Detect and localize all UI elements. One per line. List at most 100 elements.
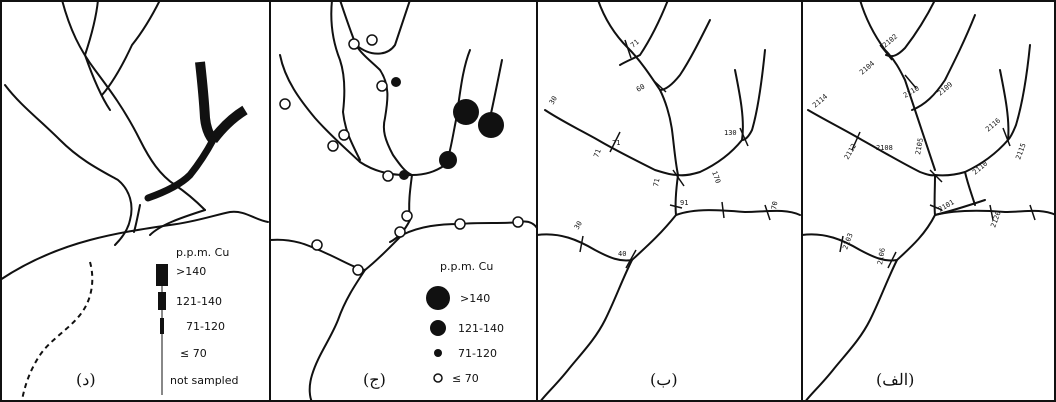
panel-j-circle	[352, 264, 364, 276]
panel-d-legend-item-1: >140	[176, 265, 206, 278]
panel-b: 71 60 30 71 130 170 71 71 91 70 30 40 (ب…	[536, 0, 801, 402]
panel-j-circle	[453, 99, 479, 125]
panel-alef: 2102 2104 2110 2109 2114 2116 2108 2115 …	[801, 0, 1056, 402]
panel-alef-label: 2110	[971, 160, 989, 177]
panel-d-river	[0, 210, 269, 281]
panel-alef-label: 2114	[811, 93, 829, 110]
panel-d-anomaly	[144, 136, 217, 202]
panel-d-legend-sym-2	[158, 292, 166, 310]
panel-j-legend-title: p.p.m. Cu	[440, 260, 493, 273]
panel-j-river	[489, 59, 503, 119]
panel-alef-river	[934, 69, 1010, 177]
panel-j-circle	[348, 38, 360, 50]
panel-j-legend-sym-3	[434, 349, 442, 357]
panel-alef-river	[964, 171, 976, 206]
panel-b-value: 70	[770, 201, 779, 211]
panel-b-value: 71	[652, 178, 661, 188]
panel-d-not-sampled-label: not sampled	[170, 374, 239, 387]
panel-j-circle	[512, 216, 524, 228]
panel-alef-letter: (الف)	[876, 370, 914, 389]
panel-alef-label: 2106	[876, 247, 887, 265]
panel-j-legend-item-2: 121-140	[458, 322, 504, 335]
panel-j-circle	[327, 140, 339, 152]
panel-b-value: 170	[710, 170, 722, 185]
panel-j-river	[355, 0, 411, 55]
panel-d-letter: (د)	[76, 370, 96, 389]
panel-b-value: 30	[548, 95, 559, 106]
panel-j-circle	[478, 112, 504, 138]
panel-j-circle	[394, 226, 406, 238]
panel-alef-river	[885, 0, 936, 58]
panel-j-legend-item-3: 71-120	[458, 347, 497, 360]
panel-b-value: 60	[635, 83, 646, 94]
panel-d-not-sampled-stream	[21, 261, 94, 401]
panel-alef-label: 2103	[841, 232, 854, 251]
panel-j-legend-sym-2	[430, 320, 446, 336]
panel-alef-river	[1007, 44, 1031, 141]
panel-j-circle	[391, 77, 401, 87]
panel-j-river	[411, 49, 471, 176]
panel-alef-label: 2108	[876, 144, 893, 152]
panel-d: p.p.m. Cu >140 121-140 71-120 ≤ 70 not s…	[0, 0, 269, 401]
panel-alef-label: 2104	[858, 60, 876, 77]
panel-b-value: 71	[592, 148, 602, 159]
panel-b-river	[677, 69, 744, 177]
panel-alef-river	[804, 259, 898, 402]
panel-b-value: 130	[724, 129, 737, 137]
panel-alef-river	[801, 209, 1056, 262]
panel-d-river	[101, 0, 161, 96]
panel-j-letter: (ج)	[363, 370, 386, 389]
panel-d-legend-item-3: 71-120	[186, 320, 225, 333]
panel-j-circle	[401, 210, 413, 222]
panel-b-river	[659, 19, 711, 91]
panel-d-legend-sym-3	[160, 318, 164, 334]
panel-d-river	[84, 0, 111, 111]
panel-b-value: 40	[618, 250, 626, 258]
panel-b-river	[674, 174, 679, 216]
panel-b-ticks	[579, 39, 771, 269]
panel-d-legend-item-4: ≤ 70	[180, 347, 207, 360]
panel-b-value: 30	[573, 220, 584, 231]
panel-j-legend-item-4: ≤ 70	[452, 372, 479, 385]
panel-d-anomaly	[209, 105, 248, 144]
panel-j-circle	[366, 34, 378, 46]
panel-b-river	[619, 0, 669, 66]
panel-alef-label: 2105	[914, 137, 925, 155]
panel-b-river	[544, 109, 679, 176]
panel-d-river	[149, 209, 206, 236]
panel-j-circle	[454, 218, 466, 230]
panel-j-circle	[382, 170, 394, 182]
panel-j-river	[308, 269, 366, 402]
panel-d-legend-sym-1	[156, 264, 168, 286]
panel-b-river	[539, 259, 633, 402]
panel-alef-label: 2112	[843, 142, 858, 161]
panel-j-circle	[399, 170, 409, 180]
panel-b-river	[536, 209, 801, 262]
panel-alef-ticks	[839, 44, 1036, 269]
panel-alef-label: 2102	[881, 33, 899, 50]
panel-d-river	[4, 84, 133, 246]
panel-j: p.p.m. Cu >140 121-140 71-120 ≤ 70 (ج)	[269, 0, 538, 402]
panel-b-value: 71	[629, 38, 641, 50]
panel-j-river	[279, 54, 413, 177]
panel-alef-label: 2115	[1014, 142, 1027, 161]
panel-alef-label: 2116	[984, 117, 1002, 134]
panel-j-legend-sym-4	[433, 373, 443, 383]
panel-d-river	[61, 0, 206, 211]
panel-b-river	[741, 49, 766, 141]
panel-alef-river	[859, 0, 936, 171]
panel-alef-label: 2109	[936, 81, 954, 98]
panel-d-legend-item-2: 121-140	[176, 295, 222, 308]
panel-j-circle	[279, 98, 291, 110]
panel-j-circle	[439, 151, 457, 169]
panel-j-legend-sym-1	[426, 286, 450, 310]
panel-b-value: 91	[680, 199, 688, 207]
panel-b-value: 71	[612, 139, 620, 147]
panel-d-anomaly	[195, 61, 218, 144]
panel-d-legend-title: p.p.m. Cu	[176, 246, 229, 259]
panel-j-circle	[376, 80, 388, 92]
panel-alef-river	[911, 14, 976, 111]
